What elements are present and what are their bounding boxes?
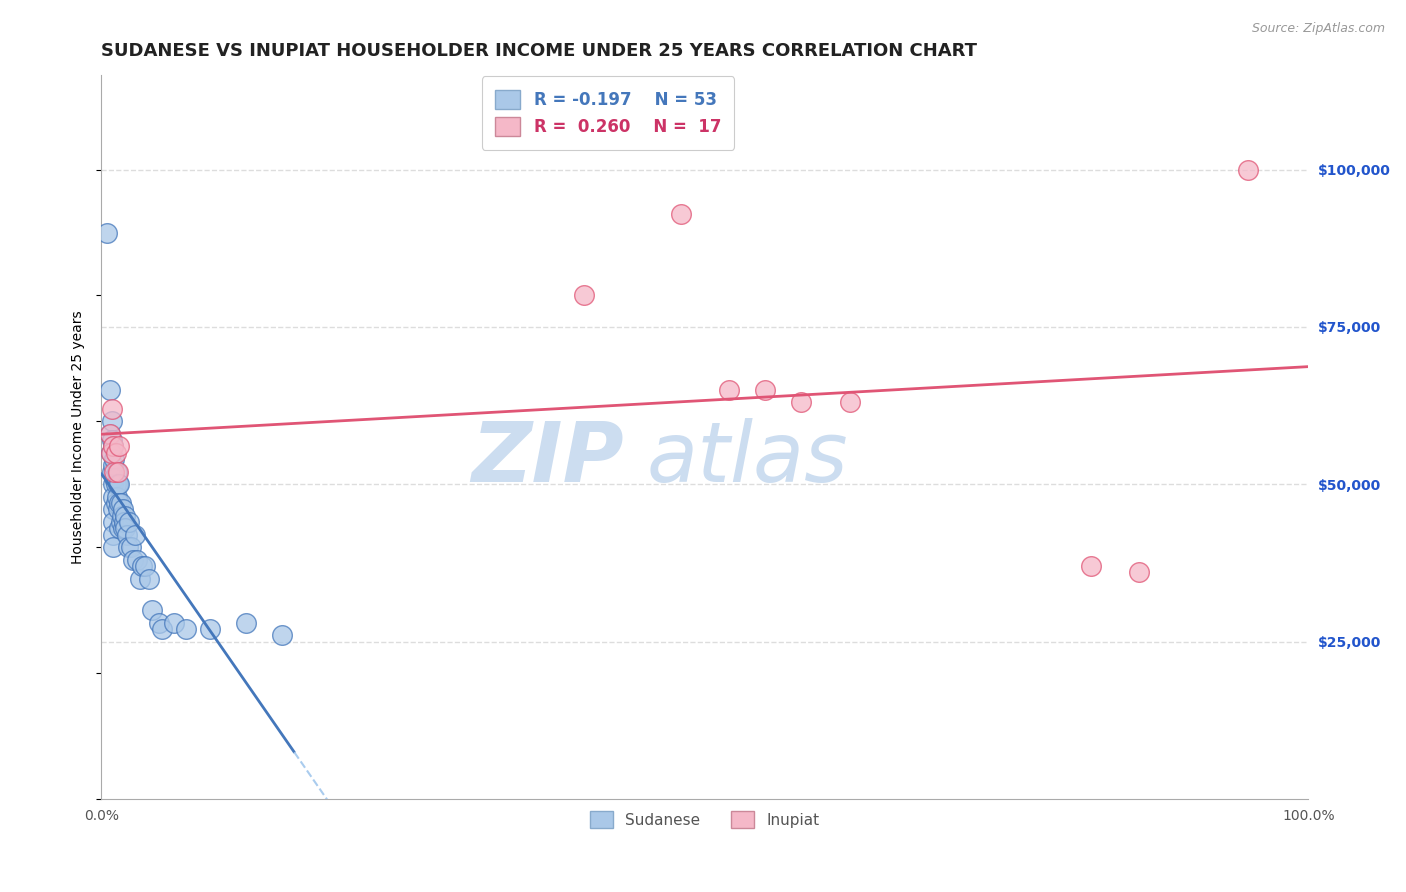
Legend: Sudanese, Inupiat: Sudanese, Inupiat [583, 805, 825, 835]
Point [108, 440, 131, 454]
Point [104, 446, 127, 460]
Point [1237, 162, 1260, 177]
Point [790, 395, 813, 409]
Point [101, 465, 124, 479]
Point [100, 446, 122, 460]
Point [104, 477, 127, 491]
Point [105, 465, 128, 479]
Point [107, 465, 129, 479]
Point [115, 527, 138, 541]
Point [235, 615, 257, 630]
Point [131, 559, 153, 574]
Point [96, 226, 118, 240]
Point [108, 477, 131, 491]
Point [124, 527, 146, 541]
Point [103, 471, 125, 485]
Point [754, 383, 776, 397]
Point [717, 383, 740, 397]
Point [103, 502, 125, 516]
Text: atlas: atlas [647, 418, 848, 500]
Point [103, 515, 125, 529]
Text: ZIP: ZIP [471, 418, 624, 500]
Y-axis label: Householder Income Under 25 years: Householder Income Under 25 years [72, 310, 86, 564]
Point [101, 401, 124, 416]
Point [111, 508, 134, 523]
Point [1080, 559, 1102, 574]
Point [114, 521, 136, 535]
Point [105, 490, 128, 504]
Point [103, 458, 125, 473]
Point [141, 603, 163, 617]
Point [1128, 566, 1150, 580]
Point [117, 540, 139, 554]
Point [107, 502, 129, 516]
Point [98, 426, 121, 441]
Text: Source: ZipAtlas.com: Source: ZipAtlas.com [1251, 22, 1385, 36]
Point [110, 496, 132, 510]
Point [271, 628, 294, 642]
Point [111, 502, 134, 516]
Point [107, 477, 129, 491]
Point [120, 540, 142, 554]
Point [138, 572, 160, 586]
Point [103, 452, 125, 467]
Point [108, 521, 131, 535]
Point [174, 622, 197, 636]
Point [103, 490, 125, 504]
Point [111, 521, 134, 535]
Point [572, 288, 595, 302]
Point [103, 440, 125, 454]
Point [103, 465, 125, 479]
Point [669, 207, 692, 221]
Point [100, 446, 122, 460]
Point [127, 552, 149, 566]
Text: SUDANESE VS INUPIAT HOUSEHOLDER INCOME UNDER 25 YEARS CORRELATION CHART: SUDANESE VS INUPIAT HOUSEHOLDER INCOME U… [101, 42, 977, 60]
Point [101, 414, 124, 428]
Point [121, 552, 143, 566]
Point [103, 440, 125, 454]
Point [112, 515, 135, 529]
Point [150, 622, 173, 636]
Point [128, 572, 150, 586]
Point [101, 433, 124, 447]
Point [110, 515, 132, 529]
Point [198, 622, 221, 636]
Point [118, 515, 141, 529]
Point [104, 496, 127, 510]
Point [148, 615, 170, 630]
Point [98, 383, 121, 397]
Point [163, 615, 186, 630]
Point [108, 496, 131, 510]
Point [103, 540, 125, 554]
Point [134, 559, 156, 574]
Point [114, 508, 136, 523]
Point [98, 426, 121, 441]
Point [838, 395, 860, 409]
Point [103, 477, 125, 491]
Point [103, 527, 125, 541]
